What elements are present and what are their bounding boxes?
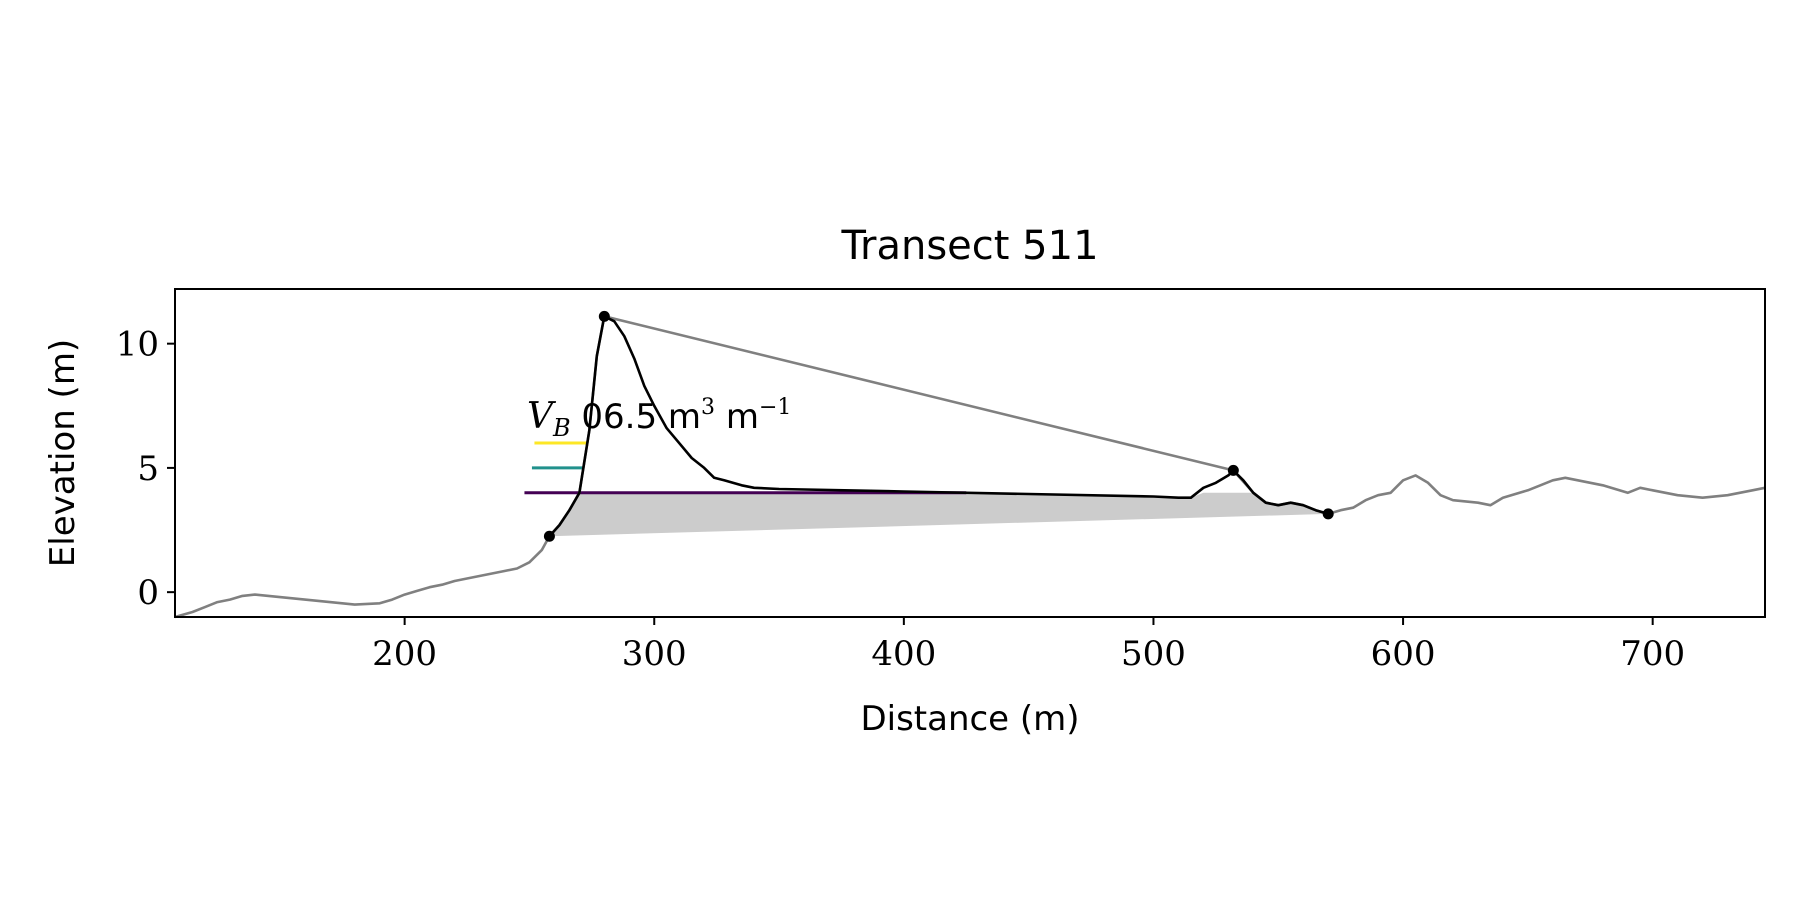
below-base-fill bbox=[549, 492, 1329, 537]
plot-frame bbox=[174, 288, 1766, 618]
annotation-unit: m bbox=[726, 397, 759, 437]
chart-title: Transect 511 bbox=[840, 223, 1098, 269]
annotation-exponent-1: 3 bbox=[701, 395, 715, 420]
x-tick-label-500: 500 bbox=[1121, 634, 1186, 674]
volume-annotation: VB 06.5 m3 m−1 bbox=[527, 395, 791, 442]
y-axis-ticks: 0 5 10 bbox=[116, 325, 175, 613]
marker-point-0 bbox=[543, 530, 555, 542]
y-tick-label-0: 0 bbox=[137, 573, 159, 613]
x-axis-label: Distance (m) bbox=[860, 699, 1079, 739]
annotation-subscript: B bbox=[552, 414, 571, 442]
x-tick-label-600: 600 bbox=[1371, 634, 1436, 674]
annotation-space bbox=[715, 397, 726, 437]
background-profile-line bbox=[174, 314, 1766, 619]
x-tick-label-400: 400 bbox=[871, 634, 936, 674]
annotation-exponent-2: −1 bbox=[759, 395, 791, 420]
profile-lines bbox=[174, 314, 1766, 619]
y-axis-label: Elevation (m) bbox=[43, 339, 83, 567]
level-lines bbox=[524, 441, 967, 495]
marker-point-2 bbox=[1227, 464, 1239, 476]
x-axis-ticks: 200 300 400 500 600 700 bbox=[372, 617, 1685, 674]
marker-point-1 bbox=[598, 310, 610, 322]
annotation-symbol: V bbox=[527, 396, 557, 437]
annotation-value: 06.5 m bbox=[581, 397, 701, 437]
x-tick-label-700: 700 bbox=[1620, 634, 1685, 674]
markers bbox=[543, 310, 1334, 542]
fill-layers bbox=[549, 492, 1329, 537]
x-tick-label-300: 300 bbox=[622, 634, 687, 674]
annotation-gap bbox=[571, 397, 582, 437]
y-tick-label-5: 5 bbox=[137, 449, 159, 489]
marker-point-3 bbox=[1322, 508, 1334, 520]
y-tick-label-10: 10 bbox=[116, 325, 159, 365]
x-tick-label-200: 200 bbox=[372, 634, 437, 674]
